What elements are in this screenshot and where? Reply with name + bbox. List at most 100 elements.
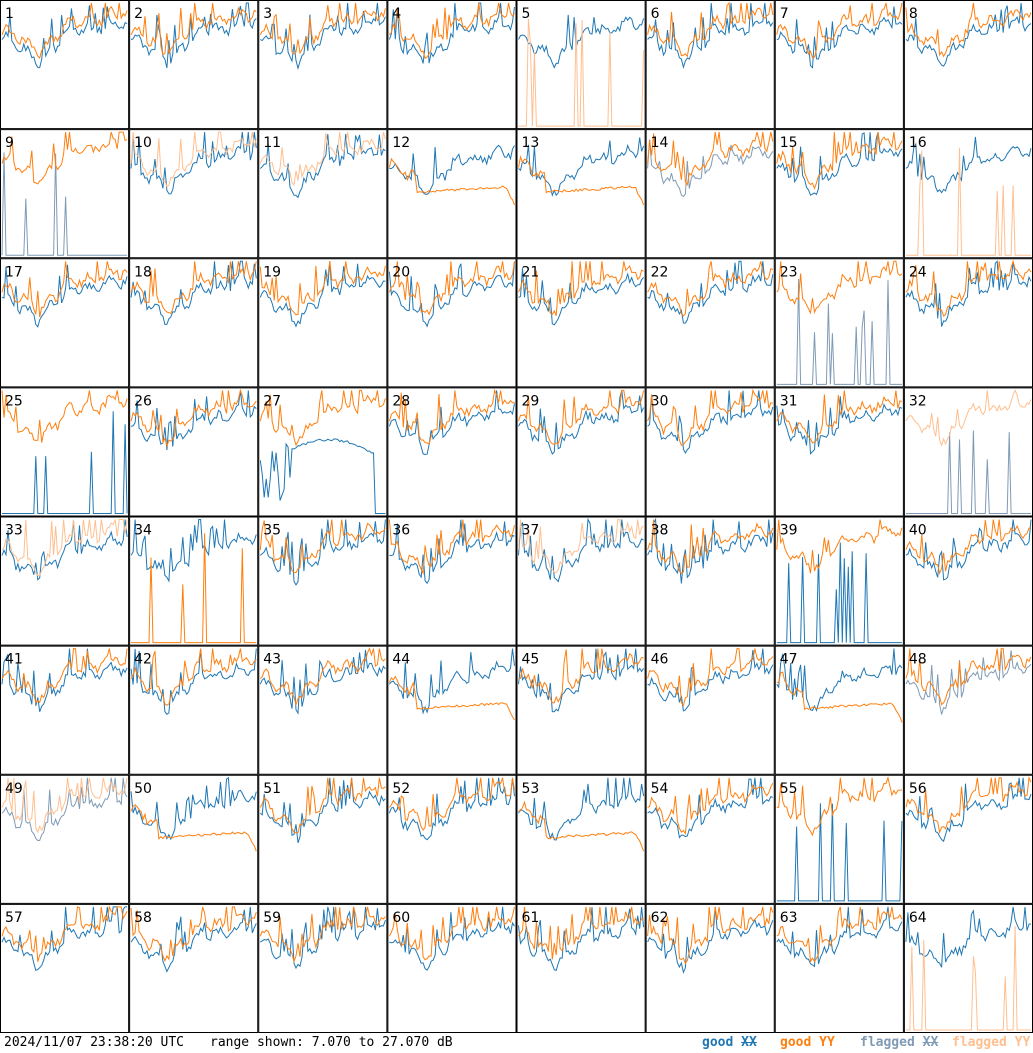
panel-border [258,258,388,388]
panel-51: 51 [258,774,388,904]
series-xx [389,648,515,715]
series-yy [389,777,515,831]
panel-38: 38 [645,516,775,646]
series-yy [1,777,128,834]
panel-34: 34 [129,516,259,646]
panel-33: 33 [0,516,130,646]
series-yy [518,261,644,316]
panel-border [258,903,388,1033]
series-xx [130,519,257,583]
panel-label: 29 [522,393,540,409]
panel-label: 61 [522,910,540,926]
series-yy [518,800,645,852]
panel-label: 52 [392,781,410,797]
legend-flagged-xx: flagged XX [860,1035,938,1050]
series-xx [776,542,902,644]
panel-label: 21 [522,264,540,280]
panel-label: 28 [392,393,410,409]
panel-39: 39 [774,516,904,646]
panel-label: 23 [780,264,798,280]
panel-47: 47 [774,645,904,775]
panel-13: 13 [516,129,646,259]
panel-59: 59 [258,903,388,1033]
panel-25: 25 [0,387,130,517]
panel-label: 57 [5,910,23,926]
series-xx [388,777,515,841]
panel-label: 44 [392,652,410,668]
panel-border [516,903,646,1033]
panel-21: 21 [516,258,646,388]
legend-flagged-yy-pol: YY [1014,1035,1031,1050]
panel-border [645,903,775,1033]
series-yy [130,2,257,56]
panel-border [387,774,517,904]
series-yy [518,18,645,127]
panel-label: 34 [134,523,152,539]
series-yy [647,1,774,58]
series-yy [776,2,903,59]
panel-border [129,903,259,1033]
legend-flagged-xx-pol: XX [922,1035,939,1050]
series-xx [259,133,386,199]
panel-3: 3 [258,0,388,130]
panel-label: 15 [780,135,798,151]
panel-border [774,387,904,517]
panel-16: 16 [903,129,1033,259]
series-yy [647,777,774,836]
series-xx [776,6,903,69]
series-xx [905,260,1032,327]
panel-label: 17 [5,264,23,280]
panel-border [129,0,259,130]
series-xx [905,2,1032,67]
series-yy [259,906,386,964]
series-xx [776,648,903,712]
panel-border [0,903,130,1033]
series-yy [130,131,257,188]
series-xx [388,261,515,328]
panel-border [774,903,904,1033]
series-yy [905,775,1032,834]
series-yy [647,906,774,965]
series-xx [259,519,386,586]
series-xx [776,803,903,902]
panel-61: 61 [516,903,646,1033]
panel-label: 33 [5,523,23,539]
panel-37: 37 [516,516,646,646]
panel-label: 6 [651,6,660,22]
series-yy [259,261,386,316]
panel-border [387,645,517,775]
series-xx [776,131,903,196]
series-yy [389,2,515,59]
series-xx [259,438,386,514]
panel-border [129,774,259,904]
panel-10: 10 [129,129,259,259]
series-xx [518,268,644,326]
panel-40: 40 [903,516,1033,646]
panel-label: 31 [780,393,798,409]
panel-label: 63 [780,910,798,926]
panel-label: 2 [134,6,143,22]
series-xx [1,264,128,328]
series-yy [130,388,257,448]
panel-label: 59 [263,910,281,926]
panel-border [129,129,259,259]
series-yy [518,648,644,704]
panel-border [387,387,517,517]
panel-label: 47 [780,652,798,668]
panel-label: 25 [5,393,23,409]
panel-border [645,774,775,904]
series-yy [647,388,773,446]
series-xx [388,390,515,455]
series-yy [647,131,774,187]
panel-border [774,774,904,904]
series-yy [131,533,257,644]
series-yy [647,261,774,317]
panel-41: 41 [0,645,130,775]
panel-label: 7 [780,6,789,22]
series-yy [776,671,903,723]
panel-label: 1 [5,6,14,22]
series-yy [130,804,257,852]
series-xx [388,2,515,64]
panel-border [258,387,388,517]
panel-border [258,645,388,775]
